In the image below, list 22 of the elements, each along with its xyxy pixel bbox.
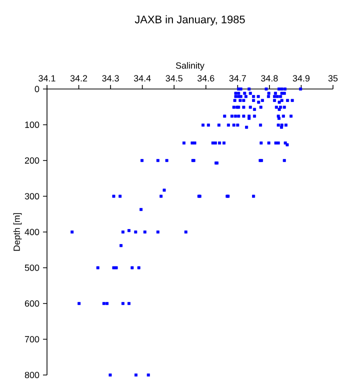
x-tick-label: 34.8 (261, 75, 278, 82)
x-tick-label: 34.7 (229, 75, 246, 82)
x-tick-label: 34.2 (70, 75, 88, 82)
y-tick-label: 500 (24, 264, 40, 271)
y-axis-title: Depth [m] (13, 213, 22, 251)
y-tick-label: 300 (24, 193, 40, 200)
x-tick-label: 34.9 (292, 75, 310, 82)
x-tick-label: 34.6 (198, 75, 214, 82)
x-tick-label: 34.3 (102, 75, 119, 82)
chart-title: JAXB in January, 1985 (134, 15, 245, 26)
y-tick-label: 100 (25, 122, 40, 128)
y-tick-label: 200 (24, 157, 40, 164)
y-tick-label: 800 (24, 372, 40, 378)
x-axis-title: Salinity (176, 62, 204, 70)
x-tick-label: 34.1 (38, 75, 56, 82)
x-tick-label: 34.5 (166, 75, 182, 82)
y-tick-label: 400 (24, 228, 40, 236)
x-tick-label: 35 (328, 75, 338, 82)
y-tick-label: 0 (34, 86, 40, 92)
x-tick-label: 34.4 (134, 75, 151, 82)
y-tick-label: 600 (24, 300, 40, 307)
y-tick-label: 700 (24, 336, 40, 342)
